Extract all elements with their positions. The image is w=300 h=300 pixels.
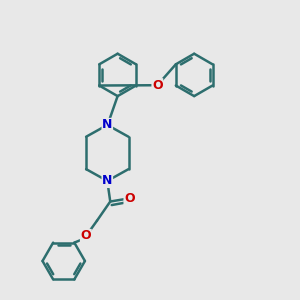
Text: O: O: [124, 192, 135, 205]
Text: O: O: [80, 230, 91, 242]
Text: O: O: [152, 79, 163, 92]
Text: N: N: [102, 174, 112, 188]
Text: N: N: [102, 118, 112, 131]
